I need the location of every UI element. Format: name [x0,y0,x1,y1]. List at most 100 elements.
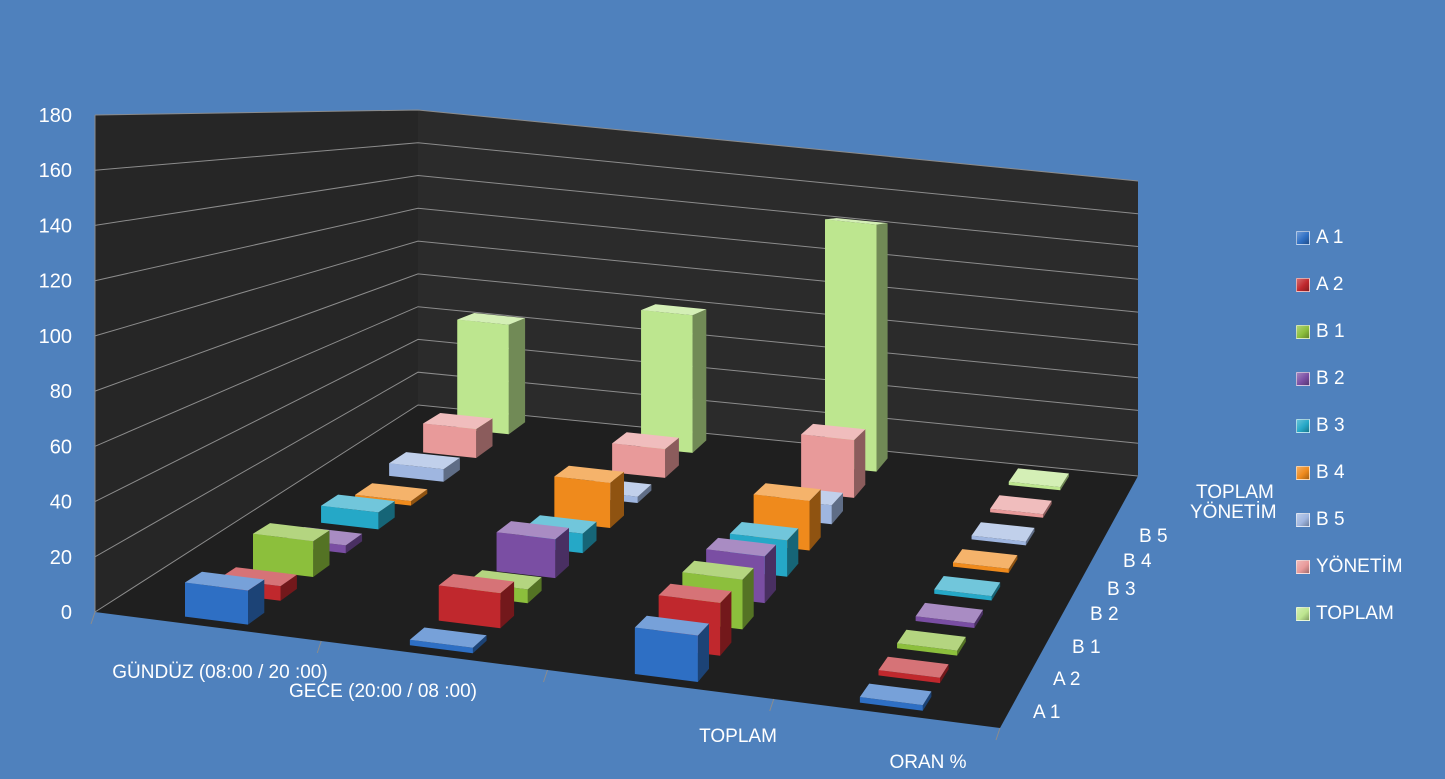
bar [971,522,1035,546]
bar-top [634,615,709,636]
legend-item: YÖNETİM [1296,543,1403,590]
bar-side-right [957,636,966,656]
bar-side-right [1025,527,1035,546]
back-wall [418,110,1138,476]
legend-label: B 3 [1316,414,1345,436]
bar-top [185,571,265,591]
bar-top [859,683,932,706]
bar [801,423,866,498]
bar [953,549,1018,573]
bar-side-right [1060,473,1069,491]
legend-item: A 2 [1296,261,1403,308]
bar [934,576,1001,601]
legend-item: B 2 [1296,355,1403,402]
legend-item: B 3 [1296,402,1403,449]
depth-tick-label: YÖNETİM [1190,502,1277,523]
legend-item: B 5 [1296,496,1403,543]
bar-top [641,304,707,316]
bar [389,452,460,482]
legend-label: B 2 [1316,367,1345,389]
y-tick-label: 80 [50,381,72,403]
bar-top [706,537,776,557]
bar-front [897,643,958,656]
bar-top [457,313,526,325]
bar-side-right [508,318,526,435]
bar-side-right [742,568,754,630]
bar-front [423,423,477,458]
gridline [94,273,1139,392]
bar-side-right [500,581,515,629]
bar-top [934,576,1001,597]
bar [321,494,395,530]
bar-front [990,508,1044,518]
gridline [94,306,1139,447]
x-tick [995,727,1001,741]
bar-top [355,483,428,502]
bar-side-right [555,527,569,579]
legend-label: A 2 [1316,273,1344,295]
y-tick-label: 20 [50,547,72,569]
bar-front [612,443,666,478]
bar-top [753,483,821,501]
legend-item: TOPLAM [1296,590,1403,637]
bar-front [971,535,1026,546]
bar [825,218,888,472]
bar-top [496,521,569,540]
legend-swatch [1296,324,1310,339]
legend-swatch [1296,512,1310,527]
bar-front [253,533,314,577]
legend-swatch [1296,277,1310,292]
bar [612,432,679,478]
x-tick [769,698,775,712]
bar [554,465,624,528]
bar [634,615,709,682]
bar-side-right [922,691,932,711]
bar-side-right [443,457,460,482]
depth-tick-label: B 5 [1139,526,1168,547]
bar-top [321,494,395,513]
legend-label: B 5 [1316,508,1345,530]
bar-front [641,310,693,453]
bar-top [801,423,866,440]
bar-side-right [940,664,949,684]
y-tick-label: 100 [39,326,72,348]
bar-top [971,522,1035,542]
bar-top [1008,468,1069,488]
legend-label: YÖNETİM [1316,555,1403,577]
legend-item: B 1 [1296,308,1403,355]
x-tick-label: GÜNDÜZ (08:00 / 20 :00) [112,662,327,683]
gridline [94,174,1139,247]
bar-top [825,218,888,225]
bar-front [1008,481,1061,491]
bar-side-right [697,623,709,682]
bar-top [467,570,542,590]
legend-swatch [1296,371,1310,386]
bar-top [554,465,624,483]
bar [859,683,932,711]
bar-side-right [787,528,799,577]
bar-side-right [764,544,776,604]
depth-tick-label: A 2 [1053,669,1080,690]
y-tick-label: 40 [50,492,72,514]
gridline [94,338,1139,503]
legend-swatch [1296,606,1310,621]
bar-top [915,602,983,624]
bar-side-right [378,501,395,530]
y-tick-label: 160 [39,160,72,182]
legend-item: B 4 [1296,449,1403,496]
bar-side-right [411,489,428,506]
gridline [94,142,1139,215]
bar-front [634,627,698,682]
bar-top [990,495,1052,515]
depth-tick-label: B 3 [1107,579,1136,600]
bar-side-right [248,579,265,625]
y-tick-label: 0 [61,602,72,624]
bar-front [409,639,473,654]
bar-front [878,670,940,684]
floor [95,405,1138,728]
bar-side-right [809,489,821,551]
depth-tick-label: B 4 [1123,551,1152,572]
gridline [94,207,1139,282]
gridline [94,371,1139,558]
